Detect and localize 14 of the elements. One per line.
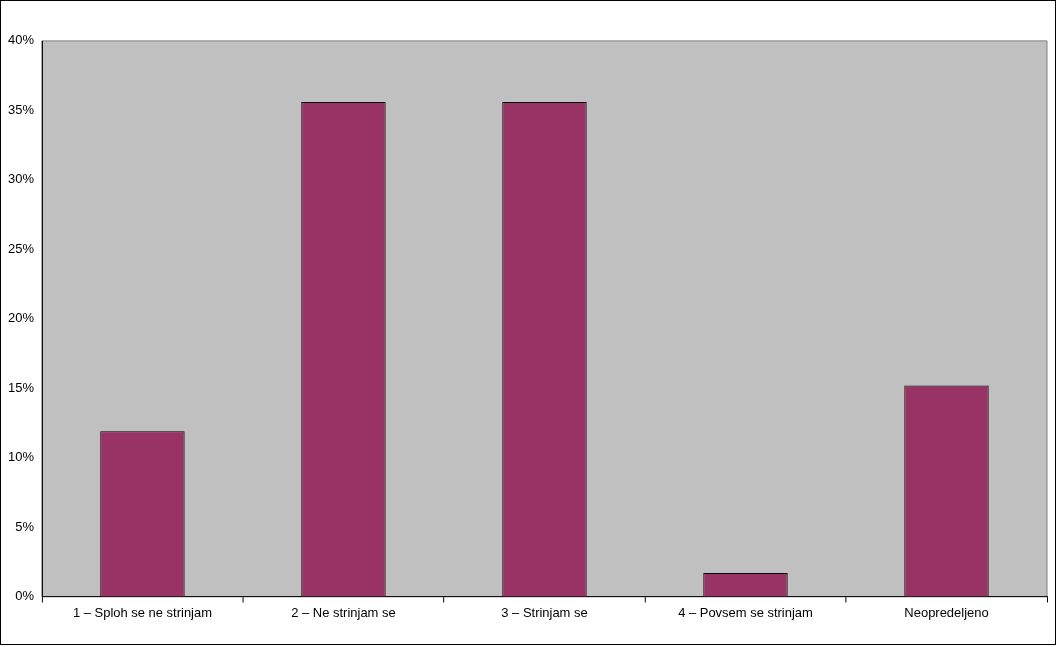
- x-tick-label: 4 – Povsem se strinjam: [678, 604, 813, 620]
- x-tick-label: 3 – Strinjam se: [501, 604, 588, 620]
- y-tick-label: 15%: [8, 379, 35, 395]
- y-tick-label: 10%: [8, 449, 35, 465]
- x-tick-label: 2 – Ne strinjam se: [291, 604, 396, 620]
- y-tick-label: 0%: [15, 588, 35, 604]
- y-tick-label: 40%: [8, 32, 35, 48]
- y-tick-label: 20%: [8, 310, 35, 326]
- x-tick-label: 1 – Sploh se ne strinjam: [72, 604, 212, 620]
- y-tick-label: 25%: [8, 240, 35, 256]
- y-tick-label: 30%: [8, 171, 35, 187]
- y-tick-label: 5%: [15, 518, 35, 534]
- x-tick-label: Neopredeljeno: [904, 604, 989, 620]
- y-tick-label: 35%: [8, 101, 35, 117]
